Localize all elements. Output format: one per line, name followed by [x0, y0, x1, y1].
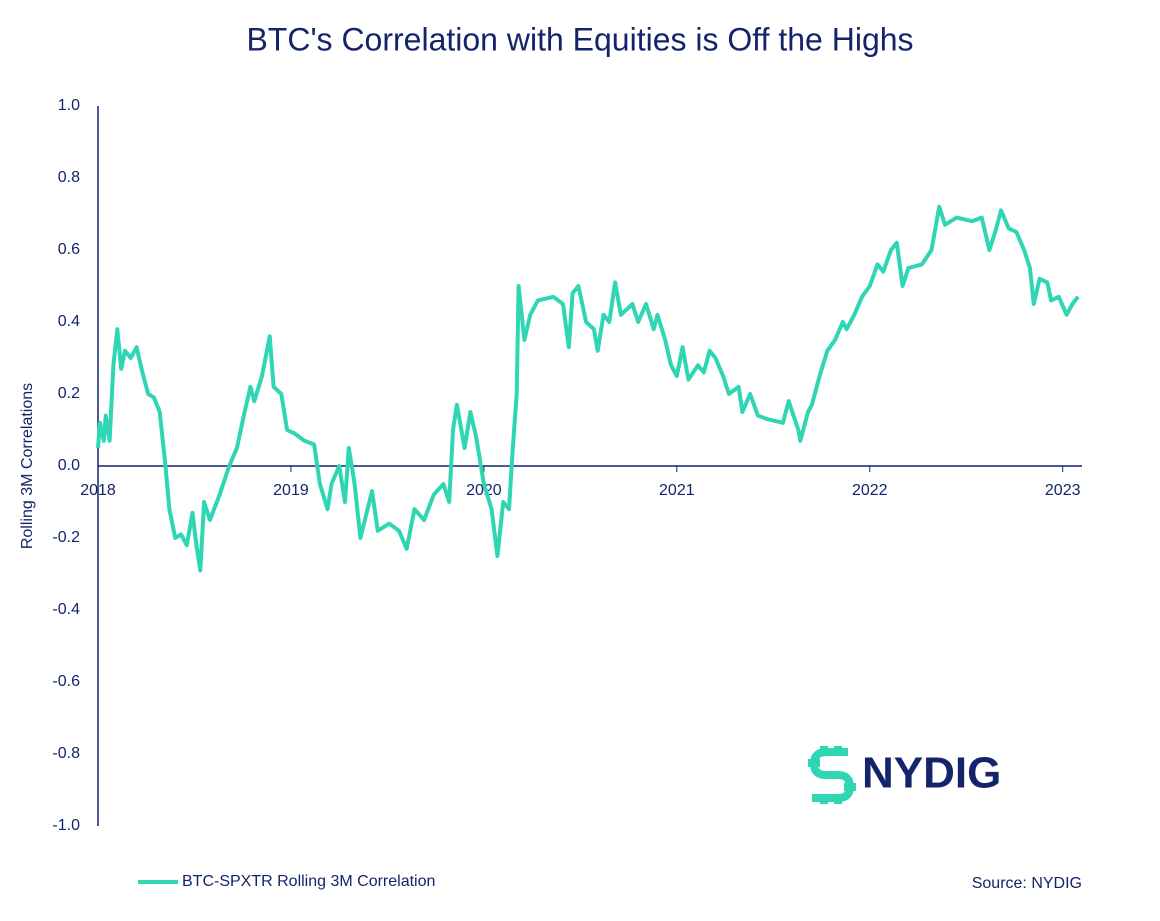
series-line [96, 204, 1080, 573]
y-tick-label: 0.4 [58, 313, 80, 330]
y-tick-label: 1.0 [58, 97, 80, 114]
y-tick-label: -0.8 [52, 745, 80, 762]
y-tick-label: 0.2 [58, 385, 80, 402]
x-tick-label: 2019 [273, 482, 309, 499]
chart-title: BTC's Correlation with Equities is Off t… [246, 21, 913, 57]
y-tick-label: -0.6 [52, 673, 80, 690]
x-tick-label: 2018 [80, 482, 116, 499]
y-tick-label: -1.0 [52, 817, 80, 834]
x-tick-label: 2023 [1045, 482, 1081, 499]
y-tick-label: 0.6 [58, 241, 80, 258]
y-tick-label: -0.4 [52, 601, 80, 618]
source: Source: NYDIG [972, 875, 1082, 892]
y-tick-label: 0.8 [58, 169, 80, 186]
y-tick-label: -0.2 [52, 529, 80, 546]
logo-icon [808, 746, 856, 804]
y-tick-label: 0.0 [58, 457, 80, 474]
y-axis-label: Rolling 3M Correlations [19, 383, 36, 549]
logo-text: NYDIG [862, 749, 1001, 798]
legend-label: BTC-SPXTR Rolling 3M Correlation [182, 873, 435, 890]
x-tick-label: 2021 [659, 482, 695, 499]
x-tick-label: 2022 [852, 482, 888, 499]
